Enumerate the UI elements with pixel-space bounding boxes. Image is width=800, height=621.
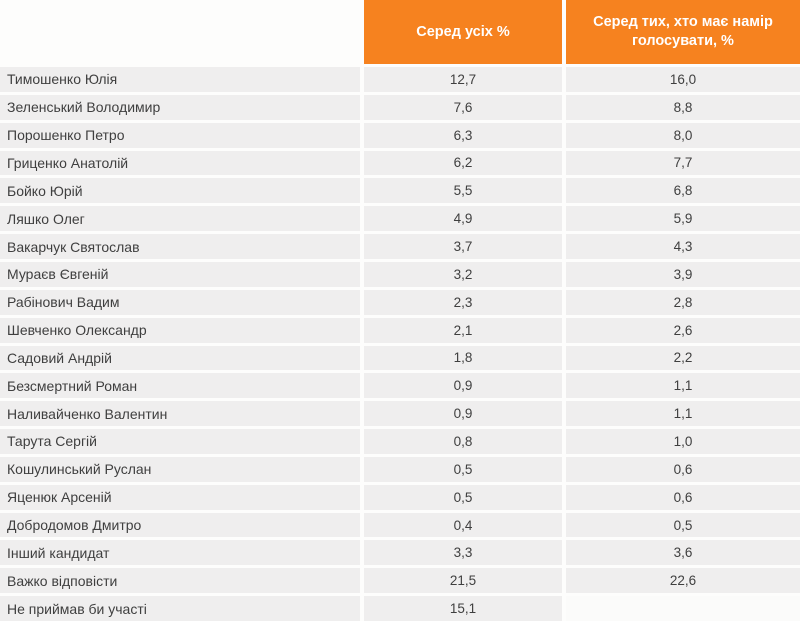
all-value-cell: 6,2 <box>364 150 562 176</box>
candidate-name-cell: Вакарчук Святослав <box>0 234 360 259</box>
all-value-cell: 2,3 <box>364 289 562 315</box>
candidate-name-cell: Зеленський Володимир <box>0 94 360 120</box>
candidate-name-cell: Бойко Юрій <box>0 178 360 204</box>
voters-value-cell: 16,0 <box>566 67 800 92</box>
candidate-name-cell: Гриценко Анатолій <box>0 150 360 176</box>
all-value-cell: 21,5 <box>364 568 562 594</box>
voters-value-cell: 3,6 <box>566 540 800 566</box>
voters-value-cell: 1,1 <box>566 373 800 399</box>
candidate-name-cell: Порошенко Петро <box>0 122 360 148</box>
candidate-name-cell: Інший кандидат <box>0 540 360 566</box>
voters-value-cell: 8,8 <box>566 94 800 120</box>
candidate-name-cell: Садовий Андрій <box>0 345 360 371</box>
all-value-cell: 12,7 <box>364 67 562 92</box>
voters-value-cell: 8,0 <box>566 122 800 148</box>
candidate-name-cell: Мураєв Євгеній <box>0 261 360 287</box>
header-col-all: Серед усіх % <box>364 0 562 64</box>
voters-value-cell: 2,6 <box>566 317 800 343</box>
all-value-cell: 0,5 <box>364 484 562 510</box>
voters-value-cell: 0,5 <box>566 512 800 538</box>
voters-value-cell: 22,6 <box>566 568 800 594</box>
all-value-cell: 0,8 <box>364 429 562 454</box>
all-value-cell: 0,9 <box>364 401 562 427</box>
voters-value-cell: 2,2 <box>566 345 800 371</box>
candidate-name-cell: Шевченко Олександр <box>0 317 360 343</box>
header-empty-cell <box>0 0 360 64</box>
voters-value-cell: 6,8 <box>566 178 800 204</box>
voters-value-cell: 1,0 <box>566 429 800 454</box>
voters-value-cell: 7,7 <box>566 150 800 176</box>
voters-value-cell: 5,9 <box>566 206 800 232</box>
candidate-name-cell: Безсмертний Роман <box>0 373 360 399</box>
candidate-name-cell: Кошулинський Руслан <box>0 456 360 482</box>
voters-value-cell: 0,6 <box>566 484 800 510</box>
voters-value-cell: 2,8 <box>566 289 800 315</box>
all-value-cell: 4,9 <box>364 206 562 232</box>
candidate-name-cell: Яценюк Арсеній <box>0 484 360 510</box>
candidate-name-cell: Не приймав би участі <box>0 596 360 621</box>
all-value-cell: 0,4 <box>364 512 562 538</box>
all-value-cell: 6,3 <box>364 122 562 148</box>
candidate-name-cell: Добродомов Дмитро <box>0 512 360 538</box>
all-value-cell: 3,7 <box>364 234 562 259</box>
header-col-voters: Серед тих, хто має намір голосувати, % <box>566 0 800 64</box>
voters-value-cell: 0,6 <box>566 456 800 482</box>
all-value-cell: 0,9 <box>364 373 562 399</box>
voters-value-cell <box>566 596 800 621</box>
voters-value-cell: 4,3 <box>566 234 800 259</box>
all-value-cell: 5,5 <box>364 178 562 204</box>
candidate-name-cell: Ляшко Олег <box>0 206 360 232</box>
candidate-name-cell: Тимошенко Юлія <box>0 67 360 92</box>
all-value-cell: 2,1 <box>364 317 562 343</box>
all-value-cell: 3,2 <box>364 261 562 287</box>
candidate-name-cell: Рабінович Вадим <box>0 289 360 315</box>
all-value-cell: 7,6 <box>364 94 562 120</box>
all-value-cell: 1,8 <box>364 345 562 371</box>
all-value-cell: 15,1 <box>364 596 562 621</box>
candidate-name-cell: Тарута Сергій <box>0 429 360 454</box>
candidate-name-cell: Важко відповісти <box>0 568 360 594</box>
all-value-cell: 0,5 <box>364 456 562 482</box>
voters-value-cell: 3,9 <box>566 261 800 287</box>
voters-value-cell: 1,1 <box>566 401 800 427</box>
all-value-cell: 3,3 <box>364 540 562 566</box>
candidate-name-cell: Наливайченко Валентин <box>0 401 360 427</box>
